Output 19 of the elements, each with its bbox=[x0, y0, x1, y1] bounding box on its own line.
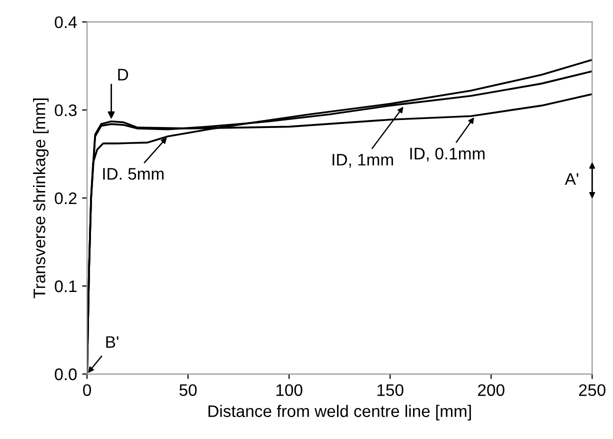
y-tick-label: 0.4 bbox=[54, 16, 77, 28]
y-tick-label: 0.2 bbox=[54, 192, 76, 204]
annotation: ID. 5mm bbox=[103, 168, 164, 180]
x-axis-title: Distance from weld centre line [mm] bbox=[208, 404, 471, 420]
y-axis-title: Transverse shrinkage [mm] bbox=[33, 98, 49, 298]
annotation: B' bbox=[106, 336, 118, 348]
x-tick-label: 50 bbox=[179, 384, 197, 396]
x-tick-label: 100 bbox=[276, 384, 302, 396]
annotation: A' bbox=[564, 173, 578, 185]
x-tick-label: 200 bbox=[478, 384, 504, 396]
annotation: ID, 0.1mm bbox=[410, 148, 485, 162]
y-tick-label: 0.0 bbox=[54, 368, 77, 380]
annotation: D bbox=[118, 68, 128, 80]
annotation: ID, 1mm bbox=[332, 154, 393, 168]
x-tick-label: 250 bbox=[579, 384, 606, 396]
y-tick-label: 0.1 bbox=[54, 280, 77, 292]
x-tick-label: 150 bbox=[377, 384, 404, 396]
x-tick-label: 0 bbox=[83, 384, 92, 396]
y-tick-label: 0.3 bbox=[54, 104, 77, 116]
